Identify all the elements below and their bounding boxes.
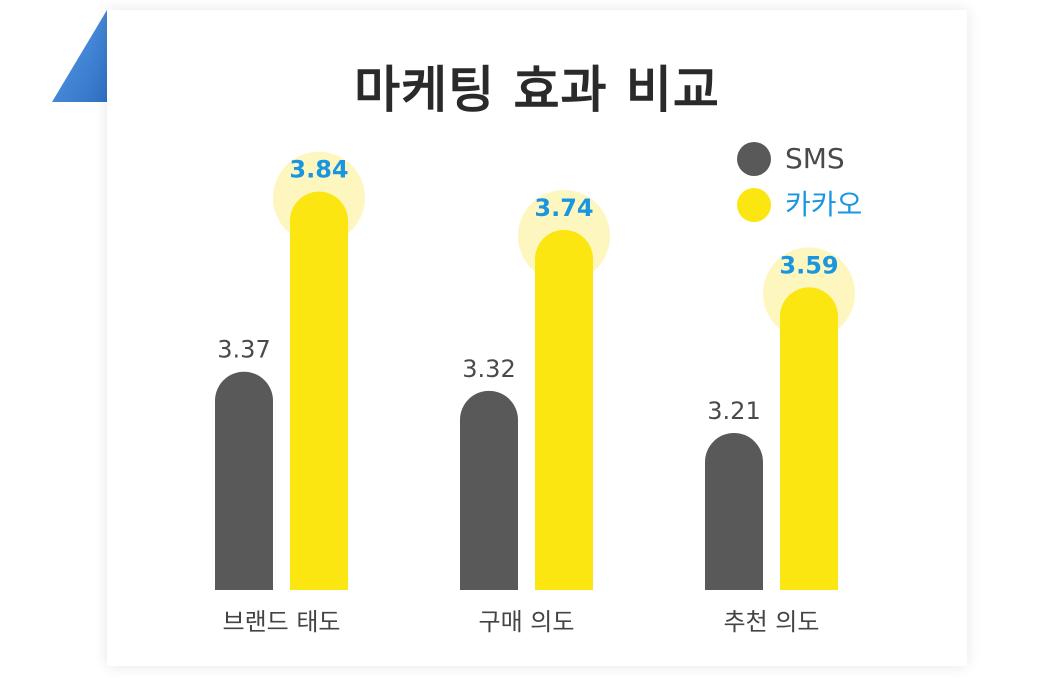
- bar-sms-3: [705, 432, 763, 590]
- legend-item-sms: SMS: [737, 136, 862, 182]
- legend: SMS 카카오: [737, 136, 862, 228]
- bar-sms-2: [460, 390, 518, 590]
- corner-decoration: [52, 10, 107, 102]
- category-label: 구매 의도: [479, 608, 575, 636]
- bar-chart: 3.37 3.84 브랜드 태도 3.32 3.74 구매 의도 3.21 3.59 추천 의도: [215, 151, 855, 636]
- data-label-kakao: 3.74: [534, 194, 593, 222]
- bar-kakao-1: [290, 191, 348, 590]
- data-label-kakao: 3.84: [289, 156, 348, 184]
- data-label-sms: 3.21: [707, 397, 760, 425]
- legend-dot-kakao: [737, 188, 771, 222]
- data-label-sms: 3.32: [462, 355, 515, 383]
- legend-item-kakao: 카카오: [737, 182, 862, 228]
- bar-kakao-3: [780, 287, 838, 590]
- bar-sms-1: [215, 371, 273, 590]
- chart-title: 마케팅 효과 비교: [354, 61, 720, 119]
- data-label-sms: 3.37: [217, 336, 270, 364]
- category-label: 추천 의도: [724, 608, 820, 636]
- data-label-kakao: 3.59: [779, 251, 838, 279]
- legend-dot-sms: [737, 142, 771, 176]
- legend-label-kakao: 카카오: [785, 188, 863, 221]
- chart-card: 마케팅 효과 비교 SMS 카카오 3.37 3.84 브랜드 태도 3.32 3.74…: [107, 10, 967, 666]
- legend-label-sms: SMS: [785, 142, 845, 175]
- bar-kakao-2: [535, 229, 593, 591]
- category-label: 브랜드 태도: [222, 608, 340, 636]
